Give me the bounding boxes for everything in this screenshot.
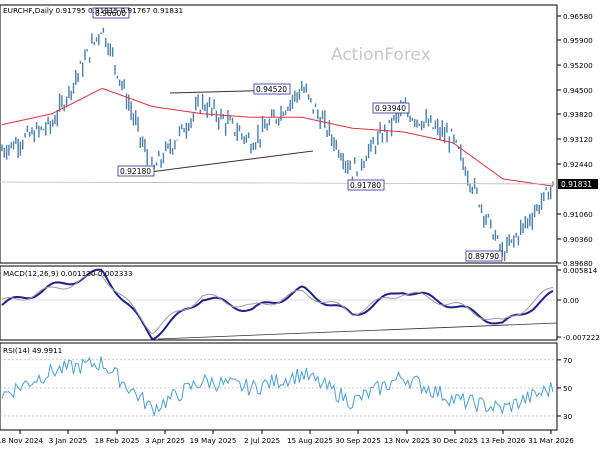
x-tick-label: 15 Aug 2025 [287,436,333,445]
price-annotation-box [347,179,385,191]
price-annotation-label: 0.96600 [95,9,126,18]
rsi-panel-frame [0,342,558,431]
price-y-tick-label: 0.96580 [563,12,593,21]
rsi-line [1,356,554,416]
x-tick-label: 3 Jan 2025 [49,436,88,445]
price-y-tick-label: 0.95200 [563,61,593,70]
rsi-panel-title: RSI(14) 49.9911 [3,346,62,355]
current-price-line [0,181,558,185]
support-trendline [149,150,314,173]
x-tick-label: 2 Jul 2025 [244,436,280,445]
price-annotation-box [117,165,155,177]
price-panel-frame [0,4,558,264]
price-annotation-label: 0.92180 [120,167,151,176]
current-price-tag [558,179,598,189]
x-tick-label: 13 Feb 2026 [481,436,526,445]
price-y-tick-label: 0.94500 [563,86,593,95]
macd-y-tick-label: -0.007222 [563,333,600,342]
price-y-tick-label: 0.90360 [563,235,593,244]
watermark-text: ActionForex [331,45,431,65]
price-bars-series [1,27,554,262]
x-tick-label: 13 Nov 2025 [384,436,430,445]
x-tick-label: 19 May 2025 [190,436,237,445]
rsi-y-tick-label: 30 [563,412,573,421]
price-annotation-label: 0.91780 [350,181,381,190]
macd-macd-line [1,268,554,340]
price-panel-title: EURCHF,Daily 0.91795 0.91915 0.91767 0.9… [3,6,183,15]
moving-average-line [1,88,554,187]
price-y-tick-label: 0.93820 [563,110,593,119]
price-annotation-box [253,83,291,95]
price-y-tick-label: 0.89680 [563,259,593,268]
price-y-tick-label: 0.92440 [563,160,593,169]
price-annotation-box [372,102,410,114]
current-price-label: 0.91831 [561,180,592,189]
price-annotation-box [92,7,130,19]
x-tick-label: 30 Sep 2025 [335,436,381,445]
macd-trendline [157,322,558,340]
macd-y-tick-label: 0.00 [563,296,579,305]
x-tick-label: 30 Dec 2025 [432,436,478,445]
x-tick-label: 18 Feb 2025 [95,436,140,445]
price-y-tick-label: 0.91060 [563,210,593,219]
rsi-y-tick-label: 70 [563,356,573,365]
rsi-y-tick-label: 50 [563,384,573,393]
macd-panel-frame [0,265,558,341]
price-annotation-label: 0.93940 [375,104,406,113]
macd-panel-title: MACD(12,26,9) 0.001120 0.002333 [3,269,133,278]
x-tick-label: 3 Apr 2025 [145,436,185,445]
price-y-tick-label: 0.93120 [563,135,593,144]
x-tick-label: 31 Mar 2026 [528,436,574,445]
price-annotation-label: 0.94520 [256,85,287,94]
macd-signal-line [1,273,554,335]
macd-y-tick-label: 0.005814 [563,266,598,275]
price-annotation-box [465,250,503,262]
price-y-tick-label: 0.95900 [563,36,593,45]
x-tick-label: 18 Nov 2024 [0,436,43,445]
price-annotation-label: 0.89790 [468,252,499,261]
